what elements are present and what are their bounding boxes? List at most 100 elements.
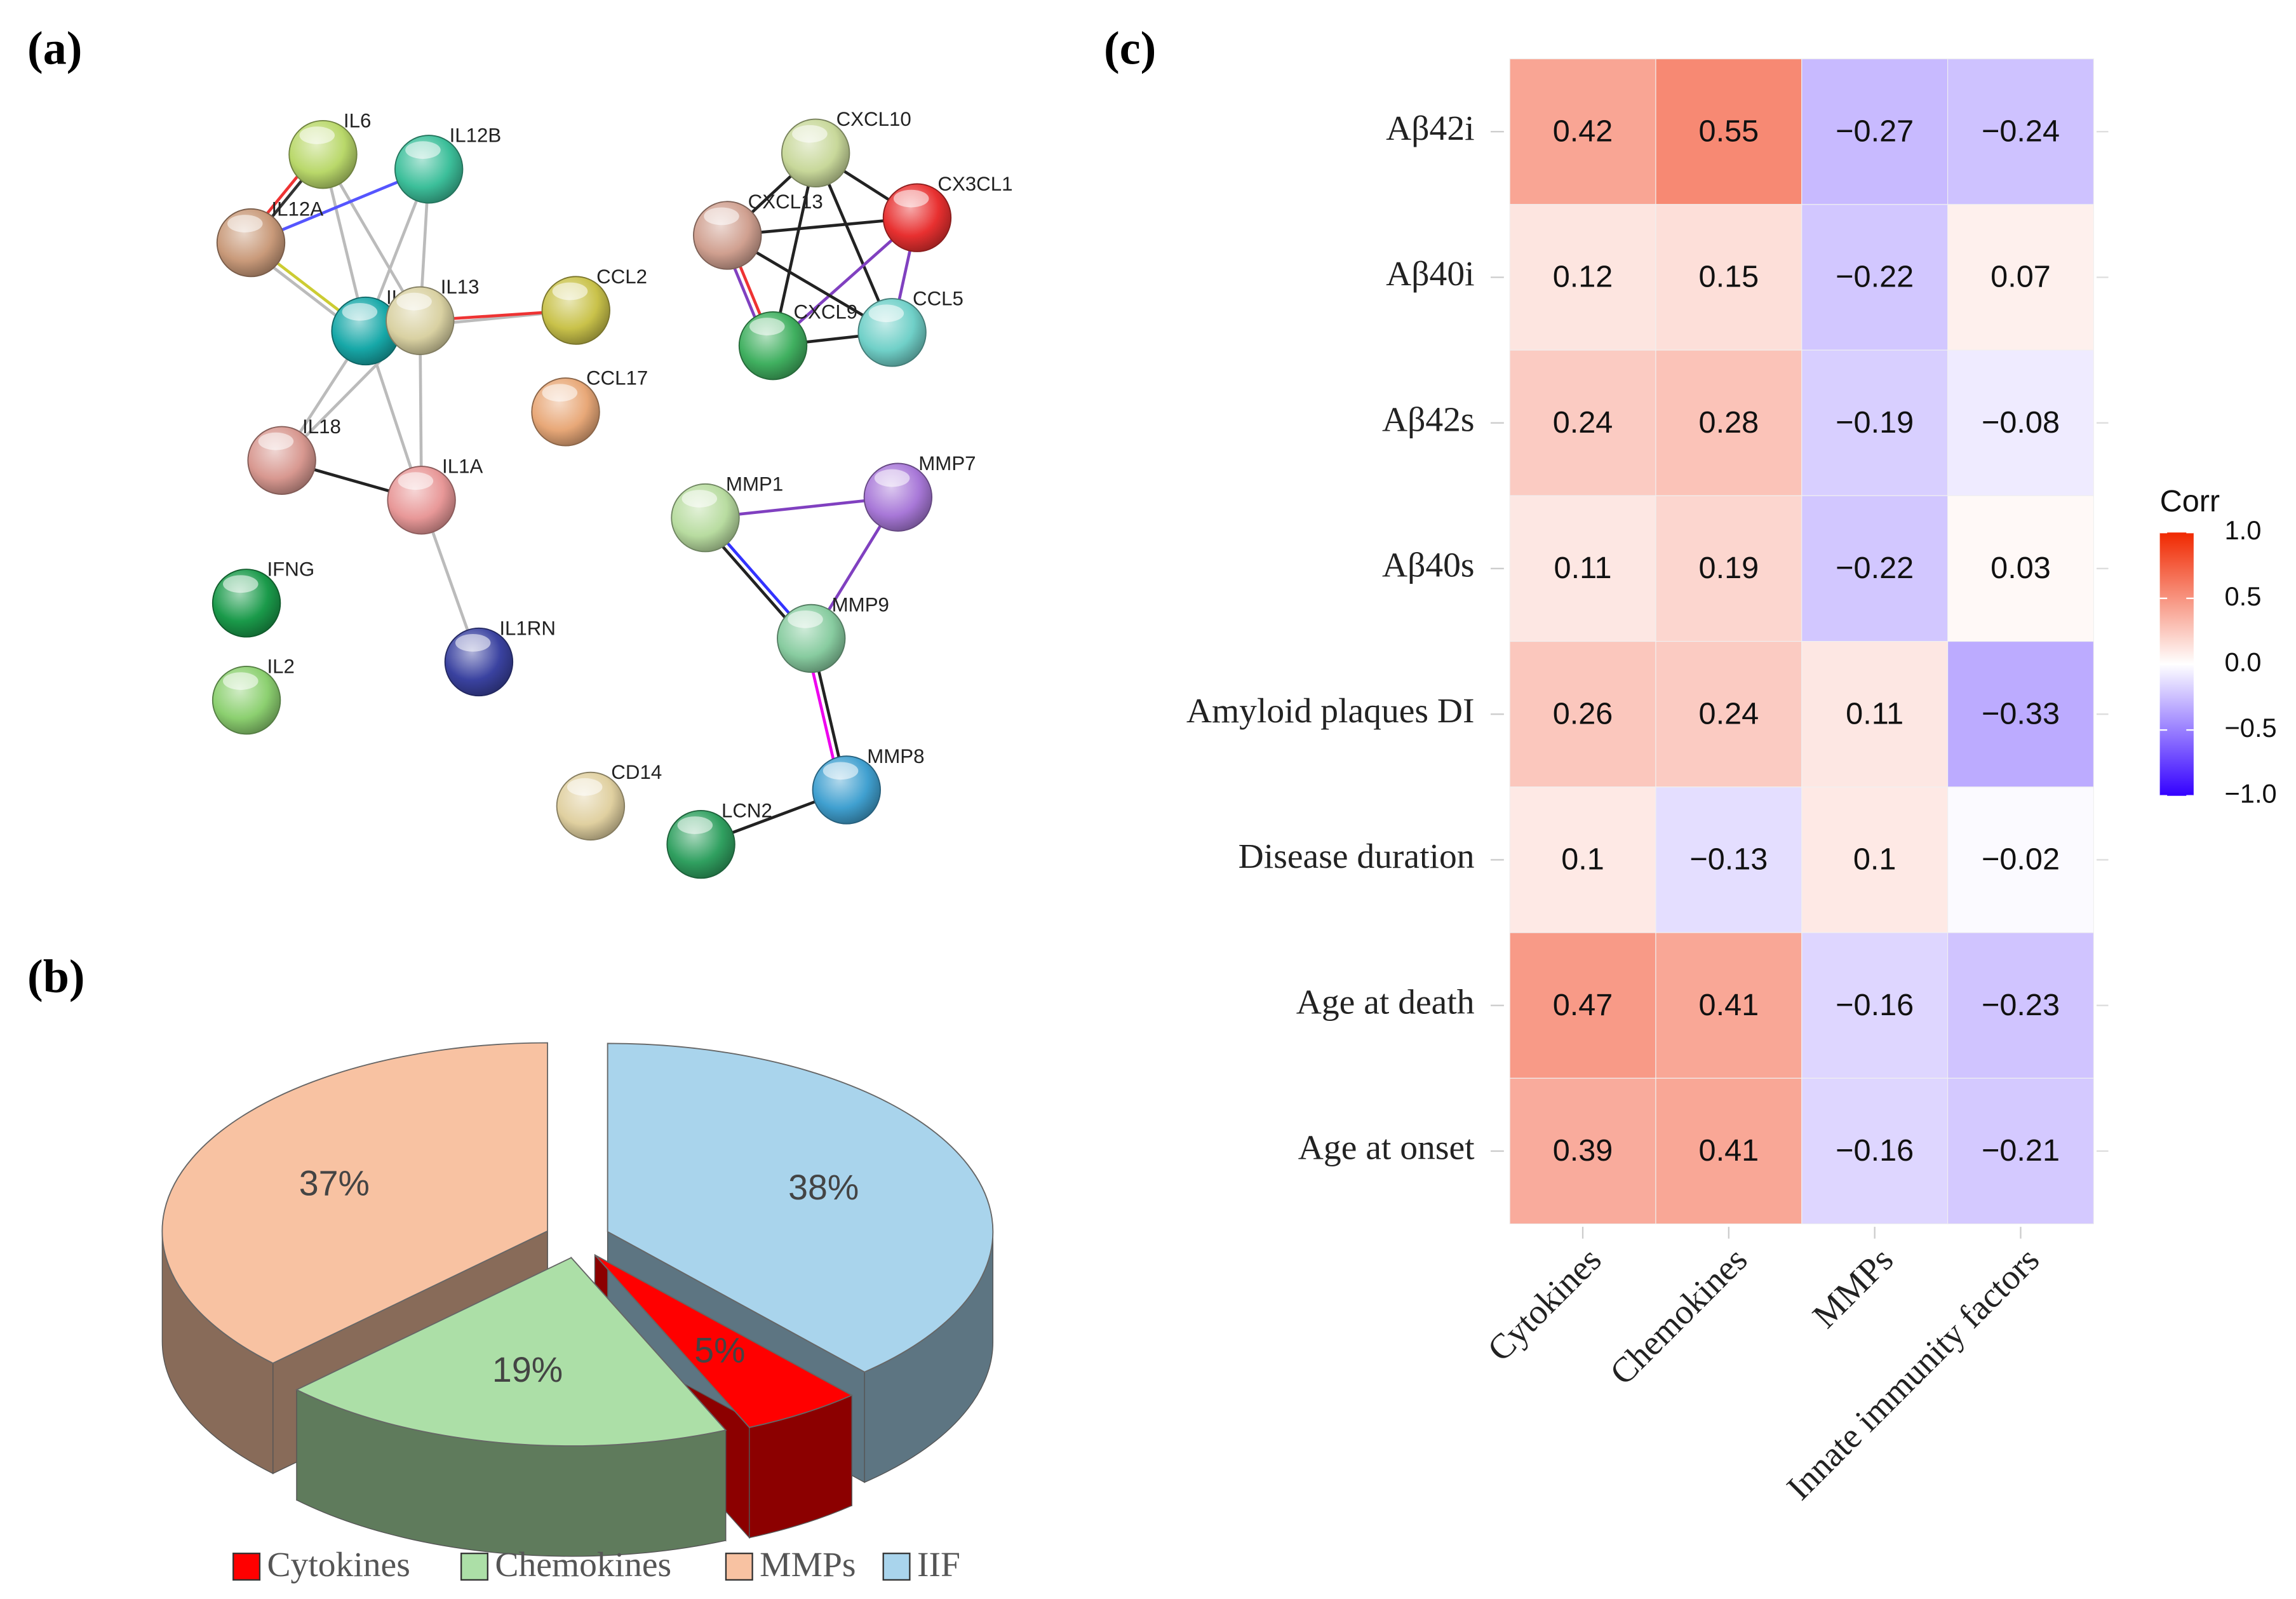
cell-label: −0.16 <box>1836 1133 1914 1168</box>
legend-label: MMPs <box>760 1545 856 1584</box>
slice <box>161 1042 549 1364</box>
slice-label: 5% <box>694 1331 745 1370</box>
node-label: CX3CL1 <box>937 173 1012 195</box>
cell-label: 0.55 <box>1699 114 1759 148</box>
legend-label: Chemokines <box>495 1545 671 1584</box>
heatmap-cell <box>1655 932 1803 1079</box>
node-label: IL1A <box>442 455 483 478</box>
node-label: MMP8 <box>867 745 924 767</box>
heatmap-cell <box>1509 204 1656 351</box>
legend-swatch <box>460 1553 488 1581</box>
slice-label: 37% <box>299 1164 370 1203</box>
heatmap-cell <box>1947 1077 2094 1225</box>
cell-label: −0.23 <box>1982 988 2060 1022</box>
row-label: Aβ42s <box>1382 400 1475 439</box>
heatmap-cell <box>1509 932 1656 1079</box>
heatmap-cell <box>1655 786 1803 933</box>
column-label: Innate immunity factors <box>1780 1240 2047 1508</box>
heatmap-cell <box>1947 640 2094 788</box>
node-label: IL12B <box>450 125 502 147</box>
row-label: Age at death <box>1296 982 1475 1022</box>
heatmap-cell <box>1655 640 1803 788</box>
cell-label: 0.39 <box>1553 1133 1613 1168</box>
node-highlight <box>405 141 441 159</box>
node-label: CCL5 <box>913 288 963 310</box>
heatmap-cell <box>1655 1077 1803 1225</box>
heatmap-cell <box>1509 58 1656 205</box>
node-highlight <box>227 215 263 233</box>
node-highlight <box>542 384 578 402</box>
node-highlight <box>398 472 434 490</box>
colorbar-label: 0.5 <box>2224 581 2261 611</box>
cell-label: 0.1 <box>1853 842 1897 877</box>
slice <box>607 1042 994 1373</box>
slice <box>594 1254 854 1428</box>
cell-label: −0.21 <box>1982 1133 2060 1168</box>
node-highlight <box>258 432 294 450</box>
colorbar-label: −1.0 <box>2224 779 2276 809</box>
cell-label: 0.28 <box>1699 405 1759 440</box>
cell-label: −0.22 <box>1836 260 1914 294</box>
row-label: Aβ40s <box>1382 546 1475 585</box>
legend-label: Cytokines <box>267 1545 410 1584</box>
panel-label: (a) <box>27 22 82 74</box>
node-label: IL12A <box>271 198 323 220</box>
heatmap-cell <box>1947 932 2094 1079</box>
colorbar-title: Corr <box>2160 484 2220 518</box>
legend-swatch <box>232 1553 261 1581</box>
cell-label: −0.16 <box>1836 988 1914 1022</box>
node-label: IFNG <box>267 558 314 581</box>
node-label: CD14 <box>611 761 662 783</box>
node-highlight <box>677 816 713 834</box>
node-label: MMP7 <box>918 452 976 475</box>
heatmap-cell <box>1947 786 2094 933</box>
node-highlight <box>822 762 859 780</box>
column-label: Cytokines <box>1480 1240 1609 1369</box>
heatmap-cell <box>1947 495 2094 642</box>
heatmap-cell <box>1509 786 1656 933</box>
node-label: LCN2 <box>722 799 772 821</box>
node-label: MMP9 <box>832 593 889 616</box>
cell-label: 0.41 <box>1699 988 1759 1022</box>
node-highlight <box>893 189 929 208</box>
heatmap-cell <box>1509 495 1656 642</box>
legend-label: IIF <box>917 1545 960 1584</box>
node-label: IL6 <box>344 109 371 132</box>
heatmap-cell <box>1801 495 1949 642</box>
cell-label: 0.42 <box>1553 114 1613 148</box>
cell-label: 0.11 <box>1846 696 1903 731</box>
cell-label: 0.19 <box>1699 551 1759 585</box>
heatmap-cell <box>1947 349 2094 496</box>
cell-label: −0.33 <box>1982 696 2060 731</box>
node-highlight <box>874 469 910 487</box>
node-label: MMP1 <box>726 473 783 495</box>
cell-label: 0.12 <box>1553 260 1613 294</box>
row-label: Amyloid plaques DI <box>1186 691 1475 731</box>
legend-swatch <box>725 1553 753 1581</box>
node-highlight <box>567 778 603 796</box>
panel-label: (b) <box>27 950 85 1002</box>
slice <box>295 1257 727 1447</box>
heatmap-cell <box>1801 349 1949 496</box>
node-highlight <box>299 126 335 144</box>
cell-label: −0.02 <box>1982 842 2060 877</box>
heatmap-cell <box>1655 495 1803 642</box>
cell-label: 0.47 <box>1553 988 1613 1022</box>
slice-label: 19% <box>492 1350 563 1389</box>
node-highlight <box>552 282 588 300</box>
node-highlight <box>704 207 739 226</box>
node-highlight <box>342 303 378 321</box>
node-highlight <box>788 610 823 628</box>
row-label: Disease duration <box>1239 837 1475 876</box>
node-highlight <box>223 672 258 690</box>
node-label: IL13 <box>441 276 480 298</box>
column-label: Chemokines <box>1602 1240 1755 1393</box>
cell-label: 0.1 <box>1561 842 1604 877</box>
heatmap-cell <box>1947 58 2094 205</box>
cell-label: −0.13 <box>1689 842 1768 877</box>
node-label: IL1RN <box>499 617 556 639</box>
node-highlight <box>868 304 904 323</box>
legend-swatch <box>882 1553 911 1581</box>
colorbar-label: −0.5 <box>2224 713 2276 743</box>
heatmap-cell <box>1801 204 1949 351</box>
